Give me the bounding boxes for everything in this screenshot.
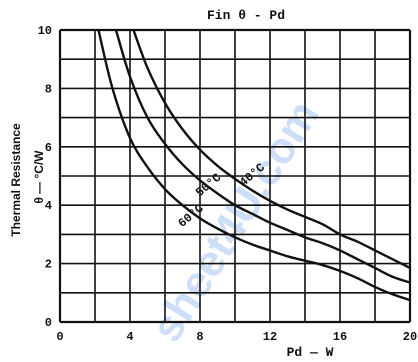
y-tick-label: 0 — [45, 316, 52, 330]
x-axis-label: Pd — W — [287, 345, 334, 360]
y-tick-label: 10 — [38, 24, 52, 38]
x-tick-label: 20 — [403, 330, 417, 344]
series-line-2 — [114, 29, 411, 284]
series-line-3 — [97, 29, 411, 302]
x-tick-label: 12 — [263, 330, 277, 344]
y-tick-label: 8 — [45, 82, 52, 96]
x-tick-label: 16 — [333, 330, 347, 344]
y-axis-side-label: Thermal Resistance — [9, 123, 23, 237]
x-tick-label: 8 — [196, 330, 203, 344]
y-tick-label: 6 — [45, 141, 52, 155]
x-tick-label: 4 — [126, 330, 133, 344]
y-tick-label: 2 — [45, 258, 52, 272]
y-axis-label: θ — °C/W — [32, 150, 46, 204]
chart-title: Fin θ - Pd — [207, 8, 285, 23]
series-line-1 — [132, 29, 411, 270]
tick-labels: 0 4 8 12 16 20 0 2 4 6 8 10 — [38, 24, 418, 344]
y-tick-label: 4 — [45, 199, 52, 213]
x-tick-label: 0 — [56, 330, 63, 344]
series — [97, 29, 411, 302]
